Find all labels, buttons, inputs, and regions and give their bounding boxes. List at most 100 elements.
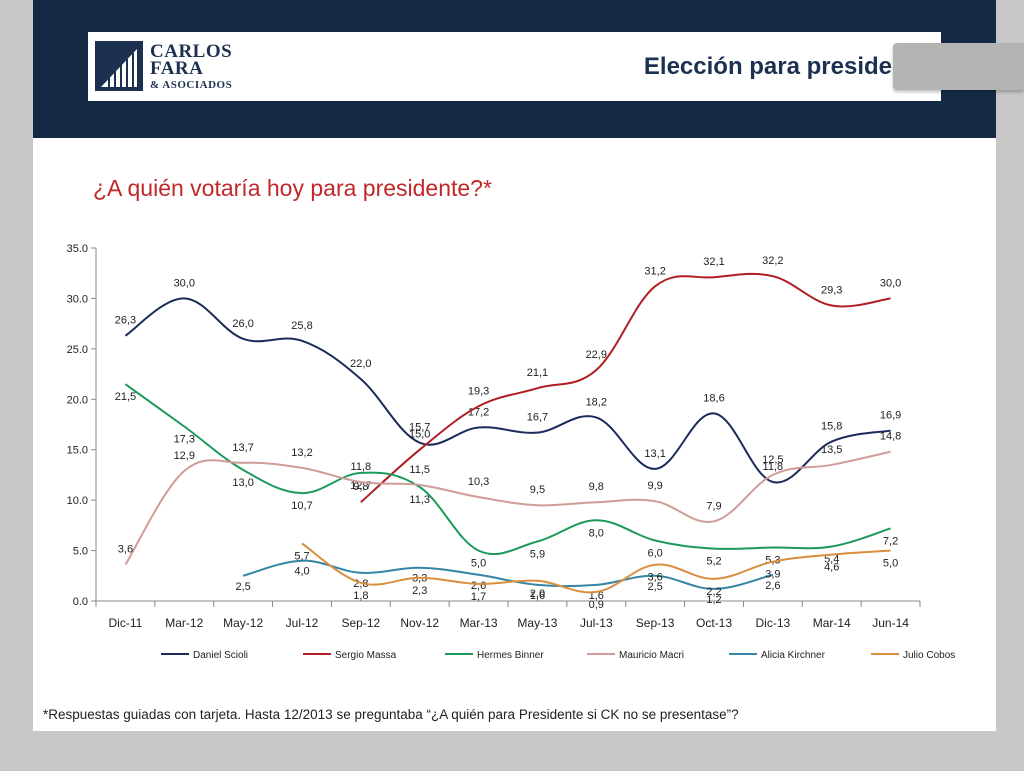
series-line-mauricio-macri [124,450,891,566]
data-label-sergio-massa: 19,3 [468,385,489,397]
y-tick-label: 35.0 [67,243,88,255]
data-label-sergio-massa: 22,9 [586,349,607,361]
data-label-mauricio-macri: 13,2 [291,447,312,459]
data-label-julio-cobos: 5,0 [883,558,898,570]
x-tick-label: Oct-13 [696,616,732,630]
header-box: CARLOS FARA & ASOCIADOS Elección para pr… [88,32,941,101]
footnote: *Respuestas guiadas con tarjeta. Hasta 1… [43,707,739,722]
y-tick-label: 25.0 [67,344,88,356]
x-tick-label: May-12 [223,616,263,630]
data-label-daniel-scioli: 16,7 [527,412,548,424]
data-label-julio-cobos: 1,7 [471,591,486,603]
data-label-alicia-kirchner: 4,0 [294,566,309,578]
data-label-daniel-scioli: 15,7 [409,422,430,434]
legend-label-alicia-kirchner: Alicia Kirchner [761,650,826,661]
y-tick-label: 10.0 [67,495,88,507]
data-label-daniel-scioli: 16,9 [880,410,901,422]
data-label-mauricio-macri: 14,8 [880,431,901,443]
x-tick-label: Mar-12 [165,616,203,630]
data-label-mauricio-macri: 7,9 [706,500,721,512]
y-tick-label: 20.0 [67,394,88,406]
data-label-mauricio-macri: 9,5 [530,484,545,496]
data-label-sergio-massa: 21,1 [527,367,548,379]
data-label-hermes-binner: 10,7 [291,500,312,512]
data-label-daniel-scioli: 30,0 [174,277,195,289]
data-label-hermes-binner: 5,9 [530,548,545,560]
question-heading: ¿A quién votaría hoy para presidente?* [93,175,492,201]
data-label-mauricio-macri: 13,5 [821,444,842,456]
data-label-hermes-binner: 5,2 [706,556,721,568]
x-tick-label: May-13 [517,616,557,630]
data-label-julio-cobos: 4,6 [824,562,839,574]
data-label-hermes-binner: 5,0 [471,558,486,570]
x-tick-label: Sep-12 [342,616,381,630]
slide: CARLOS FARA & ASOCIADOS Elección para pr… [33,0,996,731]
data-label-hermes-binner: 21,5 [115,391,136,403]
y-tick-label: 30.0 [67,293,88,305]
data-label-julio-cobos: 1,8 [353,590,368,602]
data-label-daniel-scioli: 26,0 [232,318,253,330]
x-tick-label: Jul-13 [580,616,613,630]
line-chart: 0.0 5.0 10.0 15.0 20.0 25.0 30.0 35.0 Dic-11 Mar-… [67,243,956,661]
data-label-hermes-binner: 8,0 [589,527,604,539]
data-label-hermes-binner: 6,0 [647,547,662,559]
data-label-julio-cobos: 2,0 [530,588,545,600]
data-label-sergio-massa: 31,2 [644,265,665,277]
data-label-alicia-kirchner: 2,5 [647,581,662,593]
x-tick-label: Jun-14 [872,616,909,630]
data-label-alicia-kirchner: 1,6 [530,590,545,602]
data-label-daniel-scioli: 11,8 [763,461,784,473]
data-label-sergio-massa: 29,3 [821,284,842,296]
data-label-mauricio-macri: 10,3 [468,476,489,488]
header-band: CARLOS FARA & ASOCIADOS Elección para pr… [33,0,996,138]
legend-label-mauricio-macri: Mauricio Macri [619,650,684,661]
x-tick-label: Sep-13 [636,616,675,630]
data-label-daniel-scioli: 15,8 [821,421,842,433]
data-label-mauricio-macri: 13,7 [232,442,253,454]
data-label-julio-cobos: 5,7 [294,551,309,563]
data-label-mauricio-macri: 3,6 [118,544,133,556]
data-label-hermes-binner: 13,0 [232,477,253,489]
y-tick-label: 5.0 [73,546,88,558]
logo-text-line2: FARA [150,58,204,79]
data-label-daniel-scioli: 25,8 [291,320,312,332]
company-logo: CARLOS FARA & ASOCIADOS [95,39,245,95]
data-label-hermes-binner: 5,4 [824,554,839,566]
data-label-julio-cobos: 2,2 [706,586,721,598]
data-label-mauricio-macri: 9,9 [647,480,662,492]
data-label-alicia-kirchner: 2,6 [765,580,780,592]
data-label-julio-cobos: 0,9 [589,599,604,611]
data-label-hermes-binner: 7,2 [883,535,898,547]
series-line-sergio-massa [360,272,891,503]
x-tick-label: Dic-13 [756,616,791,630]
data-label-mauricio-macri: 11,8 [351,461,372,473]
data-label-mauricio-macri: 12,5 [762,454,783,466]
data-label-daniel-scioli: 26,3 [115,315,136,327]
x-tick-label: Jul-12 [286,616,319,630]
page-title: Elección para presidente [643,53,928,80]
x-tick-label: Nov-12 [400,616,439,630]
data-label-mauricio-macri: 9,8 [589,481,604,493]
side-tab [893,43,1024,90]
data-label-sergio-massa: 32,1 [703,256,724,268]
data-label-mauricio-macri: 12,9 [174,450,195,462]
series-line-hermes-binner [124,383,891,556]
series-line-julio-cobos [301,542,891,594]
data-label-daniel-scioli: 17,2 [468,407,489,419]
data-label-sergio-massa: 9,8 [353,481,368,493]
legend-label-daniel-scioli: Daniel Scioli [193,650,248,661]
legend-label-julio-cobos: Julio Cobos [903,650,955,661]
logo-text-line1: CARLOS [150,41,233,62]
data-label-julio-cobos: 3,9 [765,569,780,581]
data-label-julio-cobos: 3,6 [647,572,662,584]
data-label-hermes-binner: 17,3 [174,434,195,446]
legend-label-sergio-massa: Sergio Massa [335,650,397,661]
data-label-daniel-scioli: 18,6 [703,392,724,404]
data-label-hermes-binner: 11,3 [409,494,430,506]
data-label-daniel-scioli: 13,1 [644,448,665,460]
y-tick-label: 0.0 [73,596,88,608]
data-label-daniel-scioli: 22,0 [350,358,371,370]
data-label-alicia-kirchner: 2,5 [235,581,250,593]
series-line-daniel-scioli [124,297,891,484]
logo-text-line3: & ASOCIADOS [150,79,233,91]
